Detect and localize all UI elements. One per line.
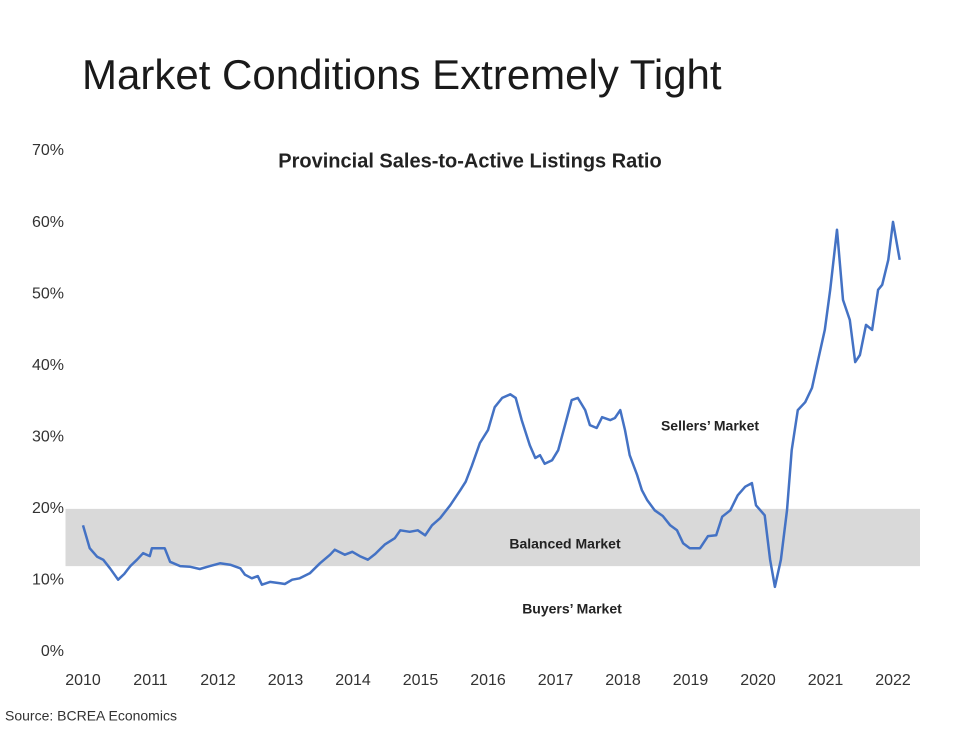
x-tick-label: 2015 — [403, 672, 439, 689]
annotation: Buyers’ Market — [522, 601, 622, 617]
page-title: Market Conditions Extremely Tight — [82, 51, 722, 98]
source: Source: BCREA Economics — [5, 708, 177, 724]
x-tick-label: 2013 — [268, 672, 304, 689]
x-tick-label: 2018 — [605, 672, 641, 689]
data-line — [81, 220, 901, 589]
x-tick-label: 2014 — [335, 672, 371, 689]
balanced-band — [65, 508, 920, 567]
annotation: Balanced Market — [509, 536, 621, 552]
x-tick-label: 2019 — [673, 672, 709, 689]
y-tick-label: 40% — [32, 357, 64, 374]
chart-title: Provincial Sales-to-Active Listings Rati… — [278, 150, 661, 172]
x-tick-label: 2010 — [65, 672, 101, 689]
x-tick-label: 2012 — [200, 672, 236, 689]
x-tick-label: 2022 — [875, 672, 911, 689]
y-tick-label: 70% — [32, 142, 64, 159]
y-tick-label: 0% — [41, 643, 64, 660]
x-tick-label: 2016 — [470, 672, 506, 689]
y-tick-label: 20% — [32, 500, 64, 517]
y-tick-label: 30% — [32, 429, 64, 446]
y-tick-label: 10% — [32, 572, 64, 589]
x-tick-label: 2017 — [538, 672, 574, 689]
y-tick-label: 60% — [32, 214, 64, 231]
annotation: Sellers’ Market — [661, 418, 759, 434]
x-tick-label: 2021 — [808, 672, 844, 689]
x-tick-label: 2011 — [133, 672, 168, 689]
x-tick-label: 2020 — [740, 672, 776, 689]
y-tick-label: 50% — [32, 285, 64, 302]
